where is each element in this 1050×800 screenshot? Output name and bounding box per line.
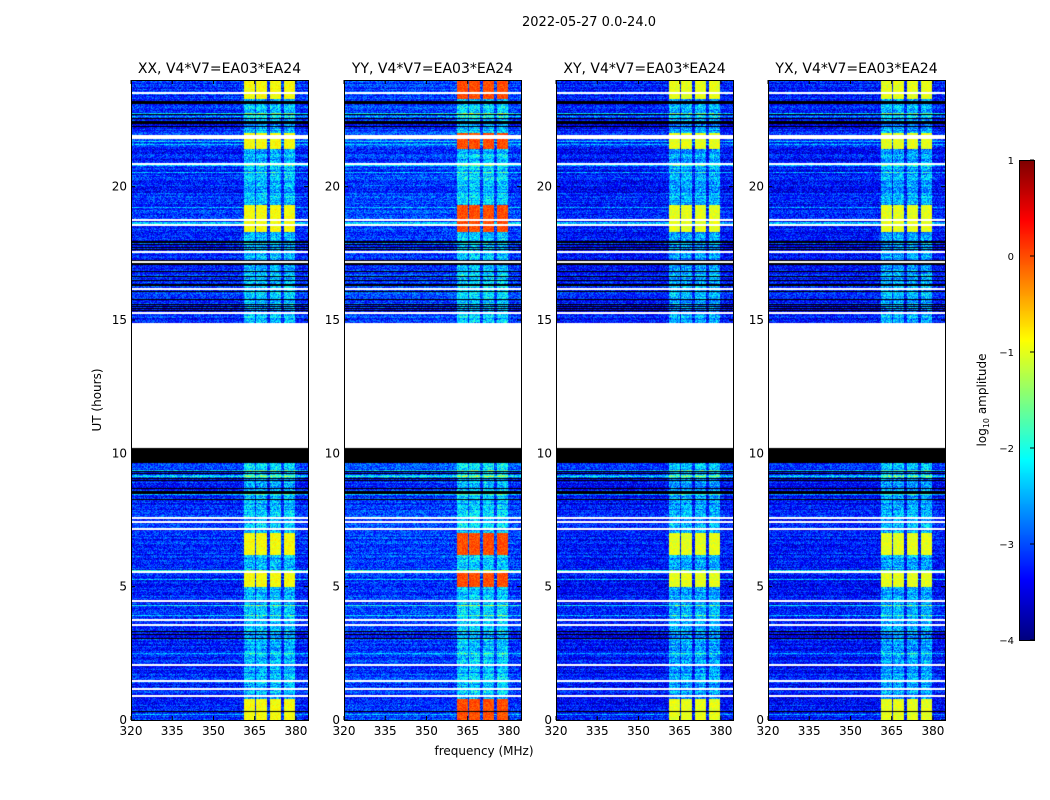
heatmap-panel-0 <box>131 80 308 720</box>
y-tick-label: 20 <box>537 180 552 194</box>
x-tick-label: 365 <box>880 724 903 738</box>
panel-title-2: XY, V4*V7=EA03*EA24 <box>563 61 725 77</box>
y-tick-label: 10 <box>749 446 764 460</box>
y-tick-label: 20 <box>325 180 340 194</box>
x-tick-label: 350 <box>415 724 438 738</box>
colorbar-tick-label: −3 <box>999 540 1014 551</box>
y-tick-label: 5 <box>756 580 764 594</box>
y-tick-label: 5 <box>544 580 552 594</box>
x-tick-label: 320 <box>120 724 143 738</box>
y-tick-label: 0 <box>119 713 127 727</box>
colorbar-frame <box>1019 160 1035 641</box>
x-tick-label: 350 <box>839 724 862 738</box>
heatmap-panel-3 <box>768 80 945 720</box>
y-tick-label: 15 <box>537 313 552 327</box>
x-tick-label: 335 <box>586 724 609 738</box>
panel-title-3: YX, V4*V7=EA03*EA24 <box>774 61 937 77</box>
panel-frame-3 <box>768 80 946 721</box>
heatmap-panel-2 <box>556 80 733 720</box>
colorbar-label-rest: amplitude <box>975 354 989 418</box>
colorbar-label-main: log <box>975 428 989 446</box>
colorbar-tick-label: −2 <box>999 444 1014 455</box>
x-tick-label: 335 <box>798 724 821 738</box>
y-tick-label: 10 <box>112 446 127 460</box>
x-tick-label: 380 <box>709 724 732 738</box>
y-tick-label: 20 <box>112 180 127 194</box>
panel-frame-1 <box>344 80 522 721</box>
y-tick-label: 5 <box>119 580 127 594</box>
x-tick-label: 365 <box>456 724 479 738</box>
panel-title-1: YY, V4*V7=EA03*EA24 <box>351 61 513 77</box>
x-tick-label: 350 <box>202 724 225 738</box>
colorbar-label: log10 amplitude <box>975 354 991 447</box>
x-tick-label: 350 <box>627 724 650 738</box>
x-tick-label: 320 <box>545 724 568 738</box>
figure-title: 2022-05-27 0.0-24.0 <box>522 15 656 30</box>
heatmap-panel-1 <box>344 80 521 720</box>
x-tick-label: 320 <box>333 724 356 738</box>
colorbar-tick-label: 1 <box>1008 156 1014 167</box>
colorbar-label-sub: 10 <box>982 418 991 428</box>
y-tick-label: 20 <box>749 180 764 194</box>
panel-frame-0 <box>131 80 309 721</box>
colorbar-tick-label: −1 <box>999 348 1014 359</box>
colorbar-tick-label: −4 <box>999 636 1014 647</box>
y-tick-label: 10 <box>325 446 340 460</box>
x-axis-label: frequency (MHz) <box>434 744 533 758</box>
y-tick-label: 10 <box>537 446 552 460</box>
y-tick-label: 0 <box>332 713 340 727</box>
x-tick-label: 365 <box>243 724 266 738</box>
colorbar-tick-label: 0 <box>1008 252 1014 263</box>
x-tick-label: 320 <box>757 724 780 738</box>
y-axis-label: UT (hours) <box>90 368 104 431</box>
x-tick-label: 380 <box>284 724 307 738</box>
x-tick-label: 380 <box>497 724 520 738</box>
x-tick-label: 365 <box>668 724 691 738</box>
x-tick-label: 380 <box>921 724 944 738</box>
panel-title-0: XX, V4*V7=EA03*EA24 <box>138 61 301 77</box>
y-tick-label: 5 <box>332 580 340 594</box>
x-tick-label: 335 <box>161 724 184 738</box>
y-tick-label: 15 <box>325 313 340 327</box>
colorbar <box>1019 160 1034 640</box>
y-tick-label: 0 <box>756 713 764 727</box>
x-tick-label: 335 <box>374 724 397 738</box>
panel-frame-2 <box>556 80 734 721</box>
y-tick-label: 15 <box>749 313 764 327</box>
y-tick-label: 15 <box>112 313 127 327</box>
y-tick-label: 0 <box>544 713 552 727</box>
